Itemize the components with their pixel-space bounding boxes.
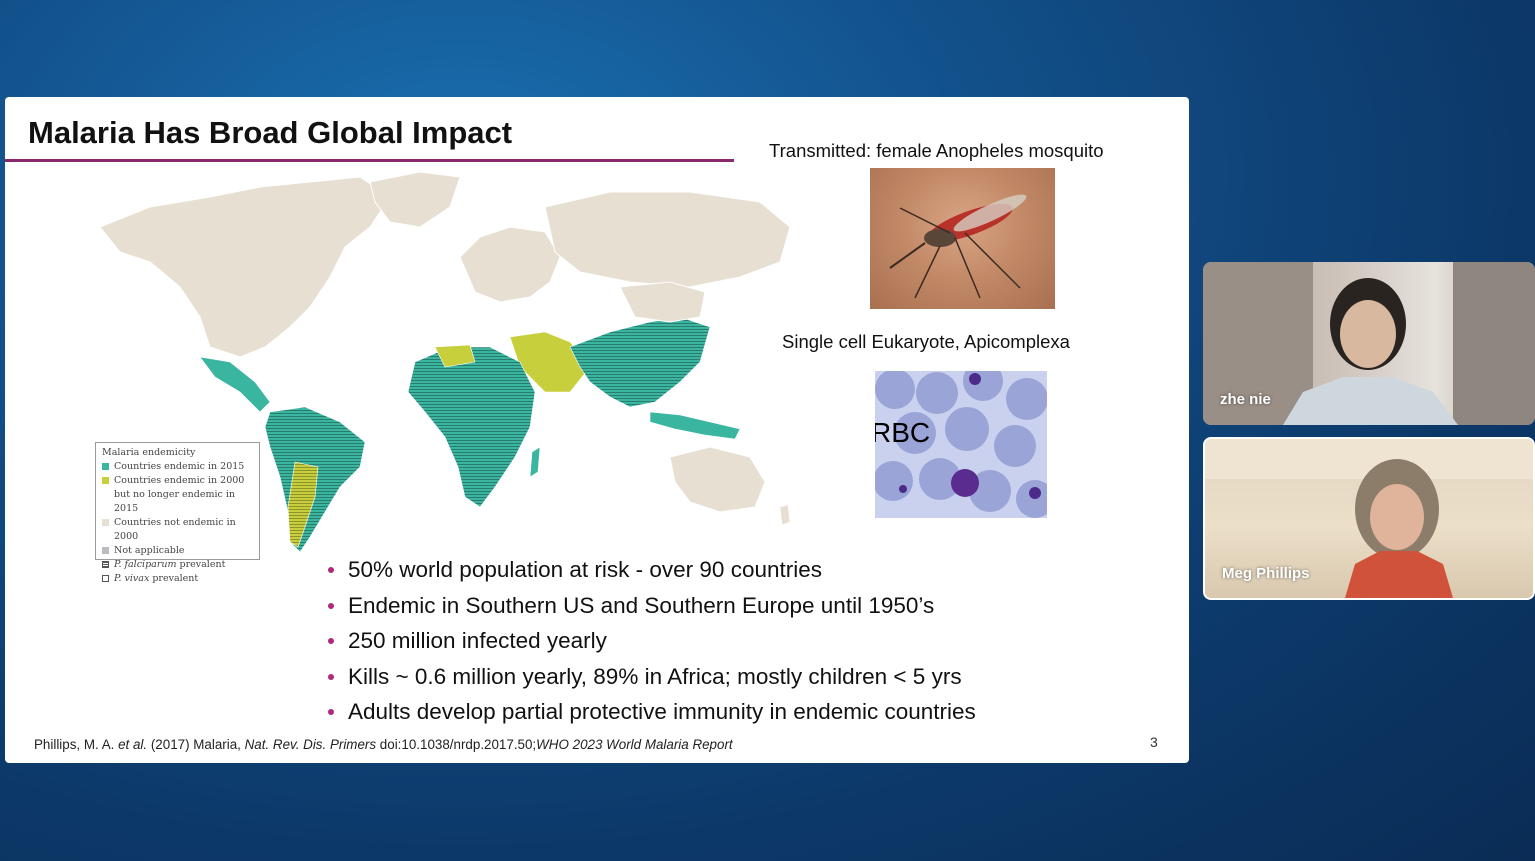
empty-hatch-icon	[102, 575, 109, 582]
bullet-item: 250 million infected yearly	[325, 627, 976, 663]
legend-label: Countries not endemic in 2000	[114, 517, 236, 542]
map-central-america	[199, 356, 271, 413]
map-australia	[669, 446, 766, 513]
map-china	[619, 281, 706, 323]
legend-row-not-endemic: Countries not endemic in 2000	[102, 516, 253, 544]
teal-swatch-icon	[102, 463, 109, 470]
rbc-label: RBC	[875, 417, 931, 448]
legend-row-not-applicable: Not applicable	[102, 544, 253, 558]
map-madagascar	[529, 446, 541, 478]
slide-title: Malaria Has Broad Global Impact	[28, 115, 513, 150]
participant-video	[1205, 439, 1533, 598]
legend-label: P. vivax prevalent	[114, 573, 199, 584]
map-africa	[407, 346, 536, 508]
mosquito-icon	[889, 194, 1027, 299]
rbc-micrograph: RBC	[875, 371, 1047, 518]
bullet-item: Endemic in Southern US and Southern Euro…	[325, 592, 976, 628]
bullet-item: Adults develop partial protective immuni…	[325, 698, 976, 734]
map-north-asia	[544, 191, 791, 288]
participant-name: Meg Phillips	[1222, 565, 1310, 582]
title-underline	[5, 159, 734, 162]
map-new-zealand	[779, 504, 791, 526]
citation: Phillips, M. A. et al. (2017) Malaria, N…	[34, 737, 733, 752]
bullet-item: Kills ~ 0.6 million yearly, 89% in Afric…	[325, 663, 976, 699]
bullet-item: 50% world population at risk - over 90 c…	[325, 556, 976, 592]
legend-row-falciparum: P. falciparum prevalent	[102, 558, 253, 572]
page-number: 3	[1150, 734, 1158, 750]
participant-tile[interactable]: Meg Phillips	[1203, 437, 1535, 600]
legend-row-endemic-2000-cont: but no longer endemic in 2015	[102, 488, 253, 516]
legend-row-vivax: P. vivax prevalent	[102, 572, 253, 586]
yellow-swatch-icon	[102, 477, 109, 484]
legend-label: P. falciparum prevalent	[114, 559, 226, 570]
participant-tile[interactable]: zhe nie	[1203, 262, 1535, 425]
malaria-world-map	[99, 171, 791, 553]
beige-swatch-icon	[102, 519, 109, 526]
grey-swatch-icon	[102, 547, 109, 554]
participant-name: zhe nie	[1220, 391, 1271, 408]
horizontal-hatch-icon	[102, 561, 109, 568]
eukaryote-caption: Single cell Eukaryote, Apicomplexa	[782, 331, 1070, 352]
map-europe	[459, 226, 561, 303]
participant-video	[1203, 262, 1535, 425]
red-blood-cells-icon	[875, 371, 1047, 518]
legend-label: Countries endemic in 2015	[114, 461, 245, 472]
map-legend: Malaria endemicity Countries endemic in …	[95, 442, 260, 584]
map-greenland	[369, 171, 461, 228]
legend-row-endemic-2015: Countries endemic in 2015	[102, 460, 253, 474]
legend-label: but no longer endemic in 2015	[114, 489, 236, 514]
bullet-list: 50% world population at risk - over 90 c…	[325, 556, 976, 734]
transmitted-caption: Transmitted: female Anopheles mosquito	[769, 140, 1104, 161]
mosquito-photo	[870, 168, 1055, 309]
map-indonesia	[649, 411, 741, 440]
map-north-africa-yellow	[434, 344, 476, 368]
map-argentina	[287, 461, 319, 548]
map-south-asia	[569, 316, 711, 408]
legend-label: Not applicable	[114, 545, 185, 556]
legend-row-endemic-2000: Countries endemic in 2000	[102, 474, 253, 488]
legend-title: Malaria endemicity	[102, 447, 196, 458]
presentation-slide: Malaria Has Broad Global Impact	[5, 97, 1189, 763]
map-north-america	[99, 176, 391, 358]
legend-label: Countries endemic in 2000	[114, 475, 245, 486]
